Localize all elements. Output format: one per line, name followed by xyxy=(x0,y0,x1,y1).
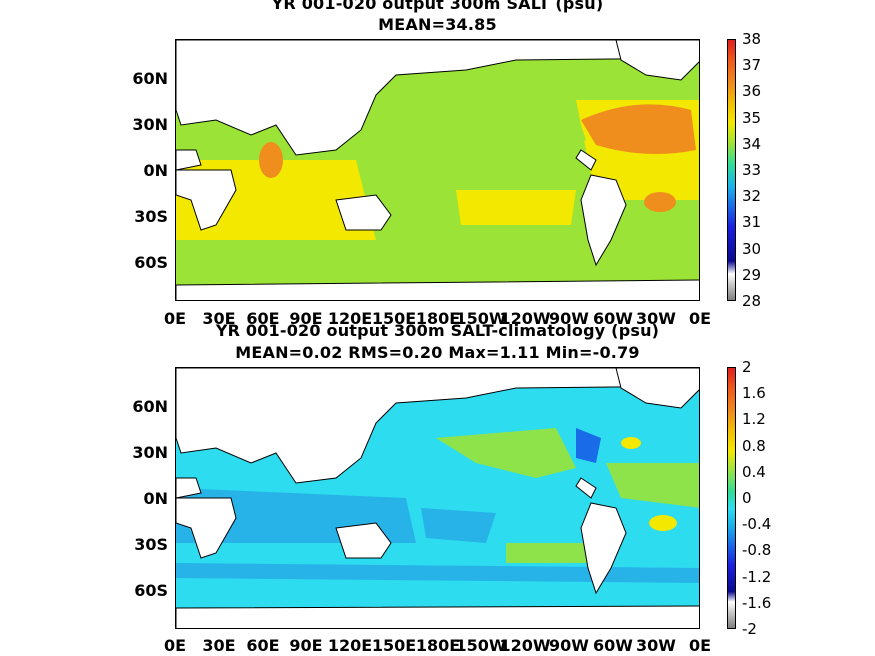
colorbar-tick-label: 0.8 xyxy=(742,437,766,455)
colorbar-tick-label: 29 xyxy=(742,266,762,284)
chart-subtitle: MEAN=0.02 RMS=0.20 Max=1.11 Min=-0.79 xyxy=(235,343,640,362)
colorbar xyxy=(727,39,736,301)
x-tick-label: 0E xyxy=(688,309,712,328)
colorbar-tick-label: -1.6 xyxy=(742,594,772,612)
colorbar-tick-label: -0.8 xyxy=(742,541,772,559)
salinity-anomaly-map xyxy=(175,367,700,629)
salinity-map xyxy=(175,39,700,301)
colorbar-tick-label: -1.2 xyxy=(742,568,772,586)
x-tick-label: 120W xyxy=(499,636,551,655)
colorbar-tick-label: 33 xyxy=(742,161,762,179)
x-tick-label: 90W xyxy=(549,636,589,655)
y-tick-label: 60S xyxy=(134,253,168,272)
colorbar-tick-label: 34 xyxy=(742,135,762,153)
chart-title: YR 001-020 output 300m SALT-climatology … xyxy=(215,321,660,340)
colorbar-tick-label: 35 xyxy=(742,109,762,127)
x-tick-label: 60W xyxy=(593,309,633,328)
x-tick-label: 90W xyxy=(549,309,589,328)
x-tick-label: 150E xyxy=(371,636,417,655)
colorbar-tick-label: 0 xyxy=(742,489,752,507)
y-tick-label: 30S xyxy=(134,535,168,554)
x-tick-label: 120E xyxy=(327,636,373,655)
x-tick-label: 30E xyxy=(202,309,236,328)
x-tick-label: 120E xyxy=(327,309,373,328)
colorbar-tick-label: 1.2 xyxy=(742,410,766,428)
y-tick-label: 30S xyxy=(134,207,168,226)
colorbar-tick-label: 28 xyxy=(742,292,762,310)
x-tick-label: 120W xyxy=(499,309,551,328)
y-tick-label: 0N xyxy=(143,489,168,508)
x-tick-label: 60E xyxy=(246,636,280,655)
x-tick-label: 150E xyxy=(371,309,417,328)
colorbar-tick-label: 1.6 xyxy=(742,384,766,402)
x-tick-label: 150W xyxy=(455,309,507,328)
colorbar-tick-label: 2 xyxy=(742,358,752,376)
x-tick-label: 60E xyxy=(246,309,280,328)
colorbar-tick-label: 30 xyxy=(742,240,762,258)
colorbar xyxy=(727,367,736,629)
x-tick-label: 0E xyxy=(163,309,187,328)
y-tick-label: 30N xyxy=(132,115,168,134)
y-tick-label: 60N xyxy=(132,397,168,416)
x-tick-label: 90E xyxy=(289,309,323,328)
x-tick-label: 180E xyxy=(415,309,461,328)
y-tick-label: 0N xyxy=(143,161,168,180)
colorbar-tick-label: 31 xyxy=(742,213,762,231)
x-tick-label: 90E xyxy=(289,636,323,655)
x-tick-label: 0E xyxy=(163,636,187,655)
x-tick-label: 30E xyxy=(202,636,236,655)
chart-subtitle: MEAN=34.85 xyxy=(378,15,497,34)
x-tick-label: 0E xyxy=(688,636,712,655)
x-tick-label: 30W xyxy=(636,636,676,655)
colorbar-tick-label: 0.4 xyxy=(742,463,766,481)
x-tick-label: 60W xyxy=(593,636,633,655)
x-tick-label: 150W xyxy=(455,636,507,655)
y-tick-label: 30N xyxy=(132,443,168,462)
colorbar-tick-label: 36 xyxy=(742,82,762,100)
chart-title: YR 001-020 output 300m SALT (psu) xyxy=(271,0,604,13)
colorbar-tick-label: -0.4 xyxy=(742,515,772,533)
colorbar-tick-label: 38 xyxy=(742,30,762,48)
colorbar-tick-label: 37 xyxy=(742,56,762,74)
colorbar-tick-label: 32 xyxy=(742,187,762,205)
colorbar-tick-label: -2 xyxy=(742,620,757,638)
x-tick-label: 30W xyxy=(636,309,676,328)
y-tick-label: 60N xyxy=(132,69,168,88)
y-tick-label: 60S xyxy=(134,581,168,600)
x-tick-label: 180E xyxy=(415,636,461,655)
